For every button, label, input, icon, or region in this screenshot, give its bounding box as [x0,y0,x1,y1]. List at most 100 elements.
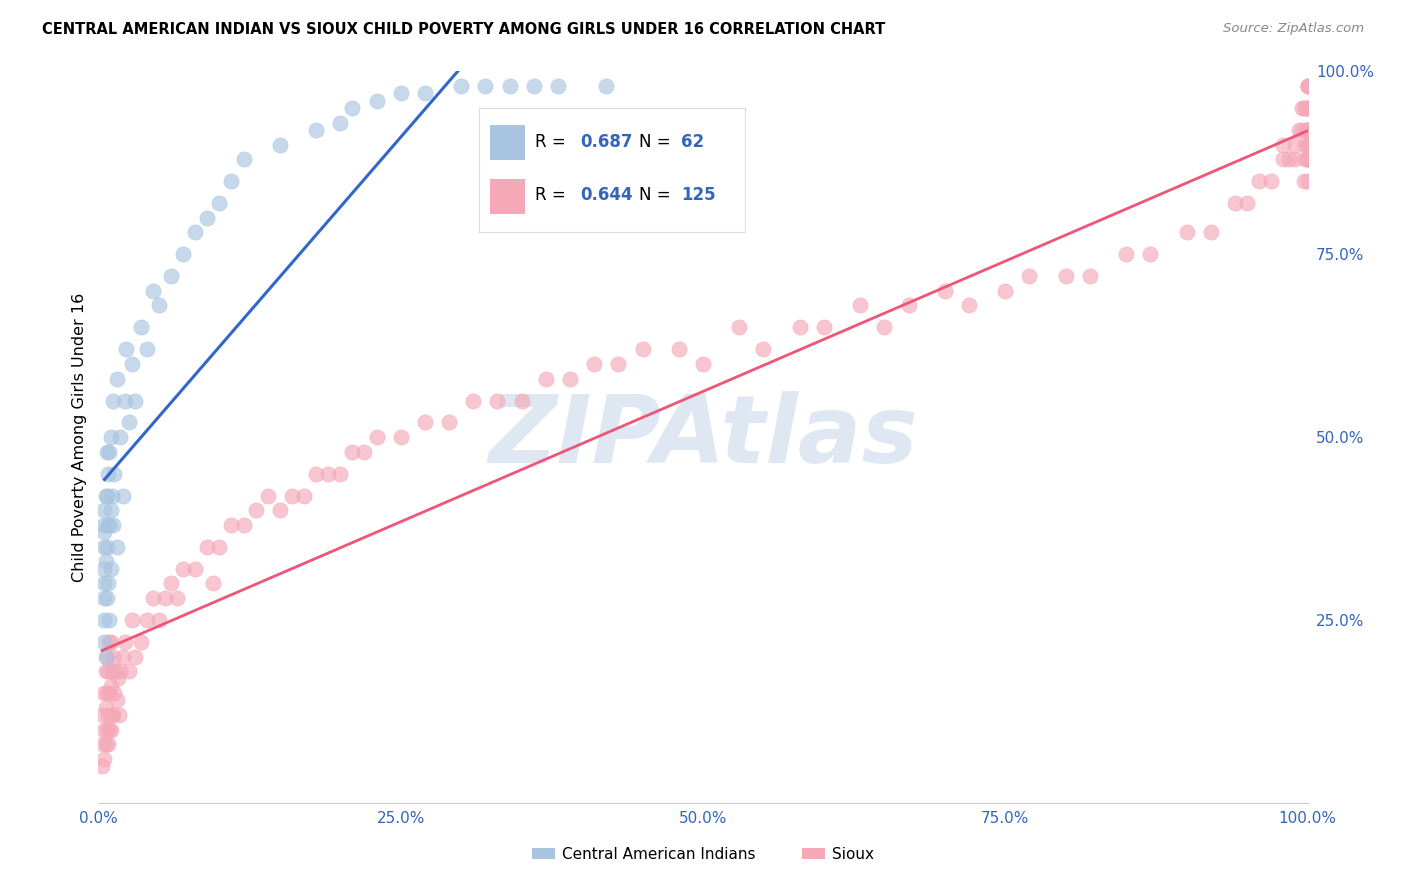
Point [1278,152,1301,166]
Point [1296,78,1319,93]
Point [208,196,231,211]
Point [558,371,581,385]
Point [184,562,207,576]
Point [107,672,129,686]
Point [184,225,207,239]
Point [389,430,412,444]
Point [97,576,120,591]
Point [100,635,122,649]
Point [1296,174,1319,188]
Point [135,343,157,357]
Point [281,489,304,503]
Point [329,467,352,481]
Point [195,540,218,554]
Point [1292,101,1315,115]
Point [108,664,131,678]
Point [1296,152,1319,166]
Point [135,613,157,627]
Point [474,78,496,93]
Point [934,284,956,298]
Point [366,94,388,108]
Point [547,78,569,93]
Point [115,343,138,357]
Point [172,247,194,261]
Point [94,489,117,503]
Point [413,87,436,101]
Point [114,393,136,408]
Point [1296,78,1319,93]
Point [1294,152,1316,166]
Point [98,444,121,458]
Legend: Central American Indians, Sioux: Central American Indians, Sioux [526,841,880,868]
Point [534,371,557,385]
Point [104,664,127,678]
Point [96,686,118,700]
Point [142,591,165,605]
Point [118,416,141,430]
Point [96,591,118,605]
Point [111,649,134,664]
Point [1296,101,1319,115]
Point [148,298,170,312]
Point [1199,225,1222,239]
Point [994,284,1017,298]
Point [94,700,117,714]
Point [305,467,328,481]
Point [486,393,509,408]
Point [1284,152,1306,166]
Point [329,115,352,129]
Point [897,298,920,312]
Point [93,686,115,700]
Point [100,562,122,576]
Point [245,503,267,517]
Point [118,664,141,678]
Point [153,591,176,605]
Point [101,517,124,532]
Point [342,444,364,458]
Point [221,174,243,188]
Point [510,393,533,408]
Point [1296,78,1319,93]
Point [1260,174,1282,188]
Point [1296,123,1319,137]
Point [97,664,120,678]
Point [105,371,128,385]
Point [353,444,375,458]
Point [1296,152,1319,166]
Point [100,664,122,678]
Point [97,708,120,723]
Point [450,78,472,93]
Point [813,320,835,334]
Point [94,554,117,568]
Point [1296,152,1319,166]
Point [873,320,896,334]
Point [103,686,125,700]
Point [631,343,654,357]
Point [595,78,617,93]
Point [105,540,128,554]
Point [93,635,115,649]
Point [463,393,485,408]
Point [129,635,152,649]
Point [172,562,194,576]
Point [256,489,278,503]
Point [91,708,114,723]
Point [97,467,120,481]
Point [1296,152,1319,166]
Point [1018,269,1040,284]
Point [366,430,388,444]
Point [1288,123,1310,137]
Point [166,591,188,605]
Point [957,298,980,312]
Point [316,467,339,481]
Point [93,517,115,532]
Point [94,737,117,751]
Point [1236,196,1258,211]
Text: CENTRAL AMERICAN INDIAN VS SIOUX CHILD POVERTY AMONG GIRLS UNDER 16 CORRELATION : CENTRAL AMERICAN INDIAN VS SIOUX CHILD P… [42,22,886,37]
Point [91,737,114,751]
Point [98,635,121,649]
Point [1223,196,1246,211]
Point [1296,123,1319,137]
Point [1115,247,1137,261]
Point [97,517,120,532]
